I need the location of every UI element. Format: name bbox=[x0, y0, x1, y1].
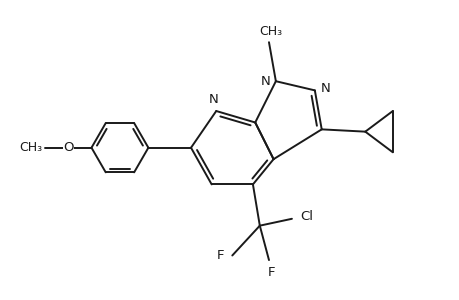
Text: CH₃: CH₃ bbox=[259, 25, 282, 38]
Text: CH₃: CH₃ bbox=[19, 141, 42, 154]
Text: N: N bbox=[319, 82, 330, 94]
Text: F: F bbox=[267, 266, 274, 279]
Text: O: O bbox=[63, 141, 73, 154]
Text: F: F bbox=[216, 249, 224, 262]
Text: N: N bbox=[209, 92, 218, 106]
Text: Cl: Cl bbox=[300, 210, 313, 223]
Text: N: N bbox=[260, 75, 270, 88]
